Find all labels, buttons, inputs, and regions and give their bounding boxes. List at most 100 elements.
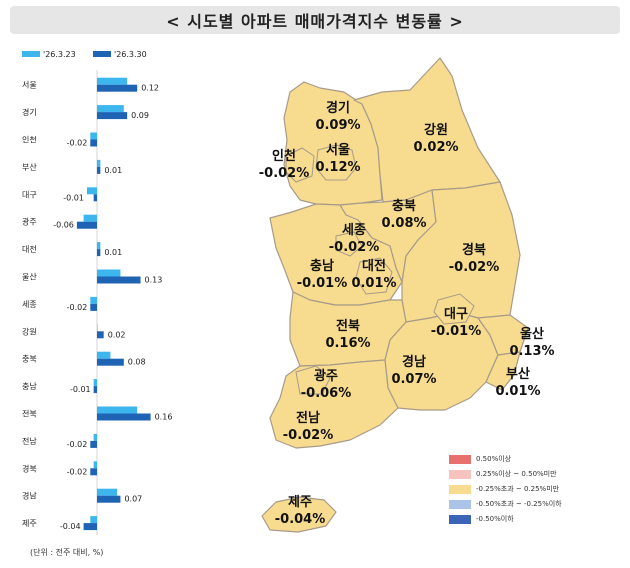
map-region-value: 0.07%	[391, 372, 436, 387]
bar-curr	[93, 386, 97, 394]
map-region-value: 0.12%	[315, 160, 360, 175]
category-label: 광주	[22, 217, 37, 227]
value-label: 0.16	[155, 413, 173, 422]
value-label: -0.02	[67, 139, 88, 148]
map-region-name: 대구	[444, 307, 468, 322]
map-region-value: -0.01%	[297, 276, 348, 291]
value-label: 0.08	[128, 358, 146, 367]
value-label: -0.01	[63, 193, 84, 202]
category-label: 강원	[22, 326, 37, 336]
bar-prev	[97, 242, 101, 250]
bar-curr	[97, 331, 104, 339]
bar-prev	[97, 351, 111, 359]
bar-prev	[83, 214, 97, 222]
bar-curr	[97, 166, 101, 174]
value-label: -0.02	[67, 467, 88, 476]
map-city-boundaries	[285, 144, 475, 395]
bar-prev	[97, 159, 101, 167]
bar-curr	[76, 221, 97, 229]
bar-curr	[90, 303, 97, 311]
map-region-name: 부산	[506, 366, 530, 382]
category-label: 대구	[22, 190, 37, 199]
value-label: -0.04	[60, 522, 81, 531]
bar-curr	[97, 276, 141, 284]
map-boundary-daejeon	[355, 257, 393, 295]
map-legend-swatch	[449, 485, 471, 494]
map-region-value: 0.01%	[495, 384, 540, 399]
map-region-name: 전남	[296, 410, 320, 426]
bar-chart: 서울 0.12 경기 0.09 인천 -0.02 부산 0.01 대구 -0.01 광주 -0.06 대…	[22, 77, 173, 531]
map-region-name: 세종	[342, 223, 366, 238]
map-region-value: -0.02%	[329, 240, 380, 255]
legend-label-curr: '26.3.30	[114, 50, 147, 59]
map-region-name: 제주	[288, 495, 312, 510]
unit-note: (단위 : 전주 대비, %)	[30, 547, 103, 557]
bar-prev	[97, 488, 118, 496]
bar-prev	[90, 132, 97, 140]
map-legend-row: -0.50%초과 ~ -0.25%이하	[449, 497, 597, 512]
map-legend-swatch	[449, 470, 471, 479]
category-label: 울산	[22, 272, 37, 282]
map-region-value: 0.13%	[509, 344, 554, 359]
map-region-value: 0.01%	[351, 276, 396, 291]
map-region-value: 0.08%	[381, 216, 426, 231]
bar-prev	[93, 461, 97, 469]
map-boundary-incheon	[285, 147, 315, 183]
bar-curr	[97, 249, 101, 257]
map-legend-label: 0.50%이상	[476, 455, 512, 463]
map-region-value: -0.02%	[283, 428, 334, 443]
value-label: 0.07	[124, 495, 142, 504]
map-legend-label: -0.50%초과 ~ -0.25%이하	[476, 500, 562, 508]
bar-prev	[93, 433, 97, 441]
map-region-name: 경남	[402, 354, 426, 370]
category-label: 인천	[22, 135, 37, 145]
category-label: 제주	[22, 519, 37, 528]
bar-curr	[83, 523, 97, 531]
map-region-value: 0.09%	[315, 118, 360, 133]
category-label: 부산	[22, 162, 37, 172]
value-label: 0.12	[141, 84, 159, 93]
map-region-value: 0.02%	[413, 140, 458, 155]
bar-curr	[90, 440, 97, 448]
bar-legend: '26.3.23 '26.3.30	[22, 50, 147, 59]
map-labels: 경기 0.09% 강원 0.02% 인천 -0.02% 서울 0.12% 충북 0.08% 세종 -0…	[259, 100, 555, 527]
map-region-jeju	[261, 496, 337, 533]
legend-label-prev: '26.3.23	[43, 50, 76, 59]
chart-title: < 시도별 아파트 매매가격지수 변동률 >	[10, 6, 620, 34]
bar-prev	[90, 296, 97, 304]
value-label: -0.02	[67, 303, 88, 312]
map-legend-row: 0.25%이상 ~ 0.50%미만	[449, 467, 597, 482]
bar-prev	[97, 406, 138, 414]
map-region-value: -0.02%	[259, 166, 310, 181]
value-label: 0.13	[145, 276, 163, 285]
category-label: 세종	[22, 300, 37, 309]
map-legend-swatch	[449, 500, 471, 509]
map-region-name: 충남	[310, 258, 334, 274]
category-label: 전북	[22, 409, 37, 419]
bar-prev	[97, 105, 124, 113]
map-boundary-seoul	[315, 144, 357, 181]
category-label: 충남	[22, 382, 37, 391]
bar-curr	[90, 468, 97, 476]
map-legend-row: 0.50%이상	[449, 452, 597, 467]
map-region-name: 대전	[362, 258, 386, 274]
map-legend-label: -0.25%초과 ~ 0.25%미만	[476, 485, 560, 493]
bar-curr	[97, 358, 124, 366]
bar-prev	[97, 77, 128, 85]
category-label: 전남	[22, 436, 37, 446]
category-label: 경남	[22, 491, 37, 501]
category-label: 충북	[22, 355, 37, 364]
category-label: 경기	[22, 107, 37, 117]
bar-curr	[93, 194, 97, 202]
map-region-busan	[485, 351, 521, 391]
bar-prev	[86, 187, 97, 195]
bar-prev	[97, 324, 98, 332]
map-legend-row: -0.25%초과 ~ 0.25%미만	[449, 482, 597, 497]
bar-prev	[93, 379, 97, 387]
value-label: -0.01	[70, 385, 91, 394]
bar-prev	[90, 516, 97, 524]
bar-curr	[90, 139, 97, 147]
map-region-name: 울산	[520, 326, 544, 342]
value-label: 0.02	[108, 330, 126, 339]
bar-curr	[97, 413, 151, 421]
